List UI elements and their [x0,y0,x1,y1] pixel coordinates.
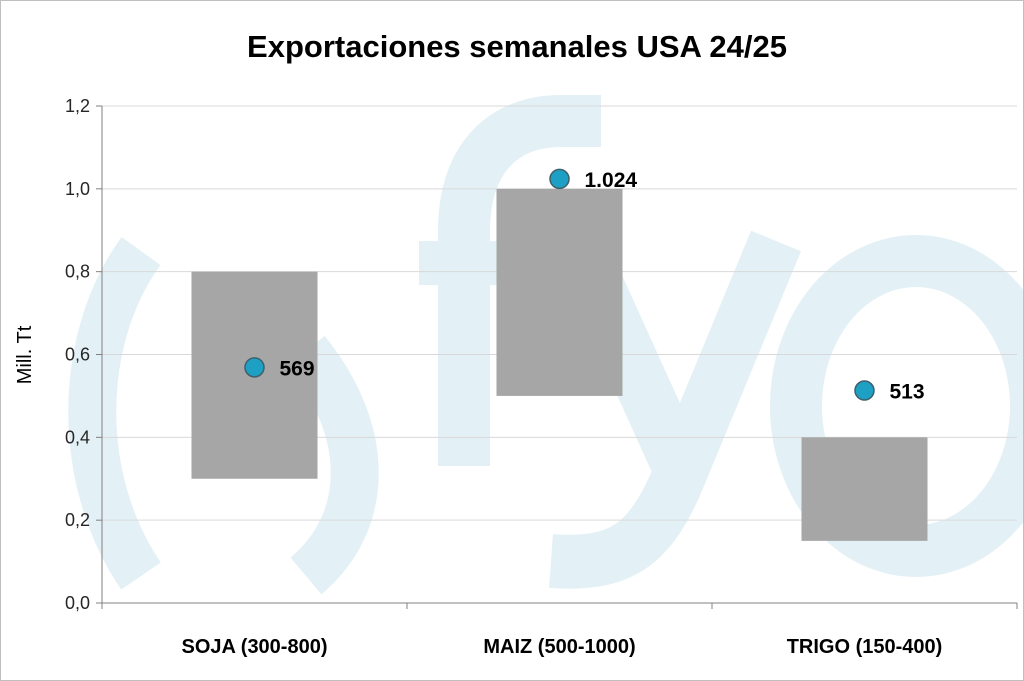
category-label-1: MAIZ (500-1000) [483,636,635,658]
y-tick-label: 1,0 [65,179,90,199]
data-label-0: 569 [280,357,315,380]
axes [96,105,1018,609]
y-tick-label: 0,0 [65,593,90,613]
category-label-2: TRIGO (150-400) [787,636,943,658]
y-tick-label: 0,4 [65,427,90,447]
y-tick-label: 1,2 [65,96,90,116]
watermark-paren-right [287,335,379,595]
watermark-f-stem [438,95,601,466]
data-label-2: 513 [890,381,925,404]
chart-title: Exportaciones semanales USA 24/25 [247,29,787,64]
value-markers [244,168,875,401]
value-labels: 569 1.024 513 [280,169,925,404]
y-axis-label: Mill. Tt [14,325,36,384]
marker-point-2 [854,380,875,401]
y-tick-label: 0,2 [65,510,90,530]
y-tick-label: 0,8 [65,262,90,282]
marker-point-0 [244,357,265,378]
range-bar-2 [801,437,928,541]
range-bar-1 [496,188,623,396]
data-label-1: 1.024 [585,169,638,192]
watermark-paren-left [68,236,162,590]
y-tick-labels: 0,0 0,2 0,4 0,6 0,8 1,0 1,2 [65,96,90,613]
marker-point-1 [549,168,570,190]
category-label-0: SOJA (300-800) [182,636,328,658]
watermark-o [770,235,1023,577]
category-labels: SOJA (300-800) MAIZ (500-1000) TRIGO (150-… [182,636,943,658]
y-tick-label: 0,6 [65,345,90,365]
